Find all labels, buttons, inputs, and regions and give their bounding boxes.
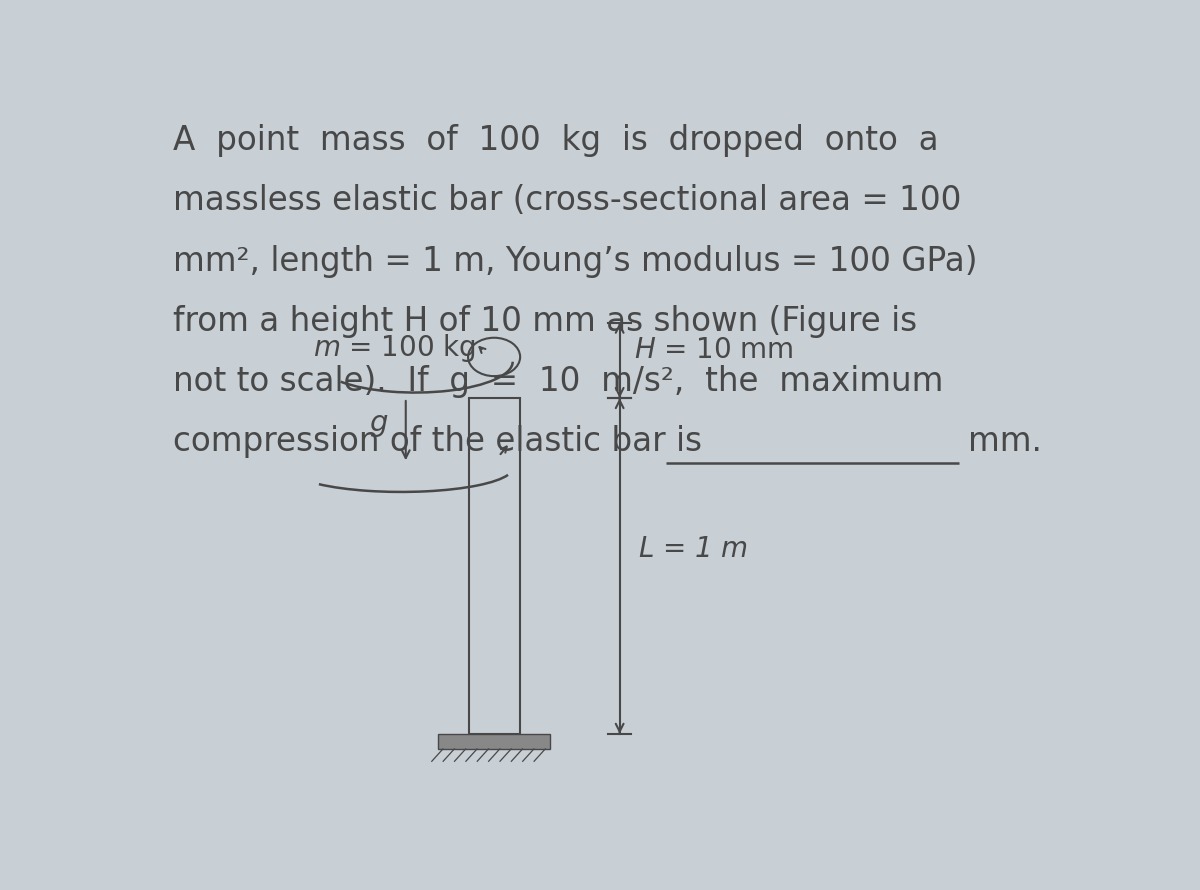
Text: massless elastic bar (cross-sectional area = 100: massless elastic bar (cross-sectional ar… (173, 184, 961, 217)
Text: mm², length = 1 m, Young’s modulus = 100 GPa): mm², length = 1 m, Young’s modulus = 100… (173, 245, 978, 278)
Text: A  point  mass  of  100  kg  is  dropped  onto  a: A point mass of 100 kg is dropped onto a (173, 124, 938, 157)
Text: $m$ = 100 kg: $m$ = 100 kg (313, 332, 475, 364)
Text: not to scale).  If  g  =  10  m/s²,  the  maximum: not to scale). If g = 10 m/s², the maxim… (173, 365, 943, 398)
Bar (438, 734, 550, 748)
Text: mm.: mm. (968, 425, 1043, 458)
Text: $g$: $g$ (368, 411, 388, 440)
Text: $H$ = 10 mm: $H$ = 10 mm (634, 336, 793, 364)
Bar (468, 398, 520, 734)
Text: from a height H of 10 mm as shown (Figure is: from a height H of 10 mm as shown (Figur… (173, 305, 917, 338)
Text: $L$ = 1 m: $L$ = 1 m (638, 535, 749, 562)
Text: compression of the elastic bar is: compression of the elastic bar is (173, 425, 702, 458)
